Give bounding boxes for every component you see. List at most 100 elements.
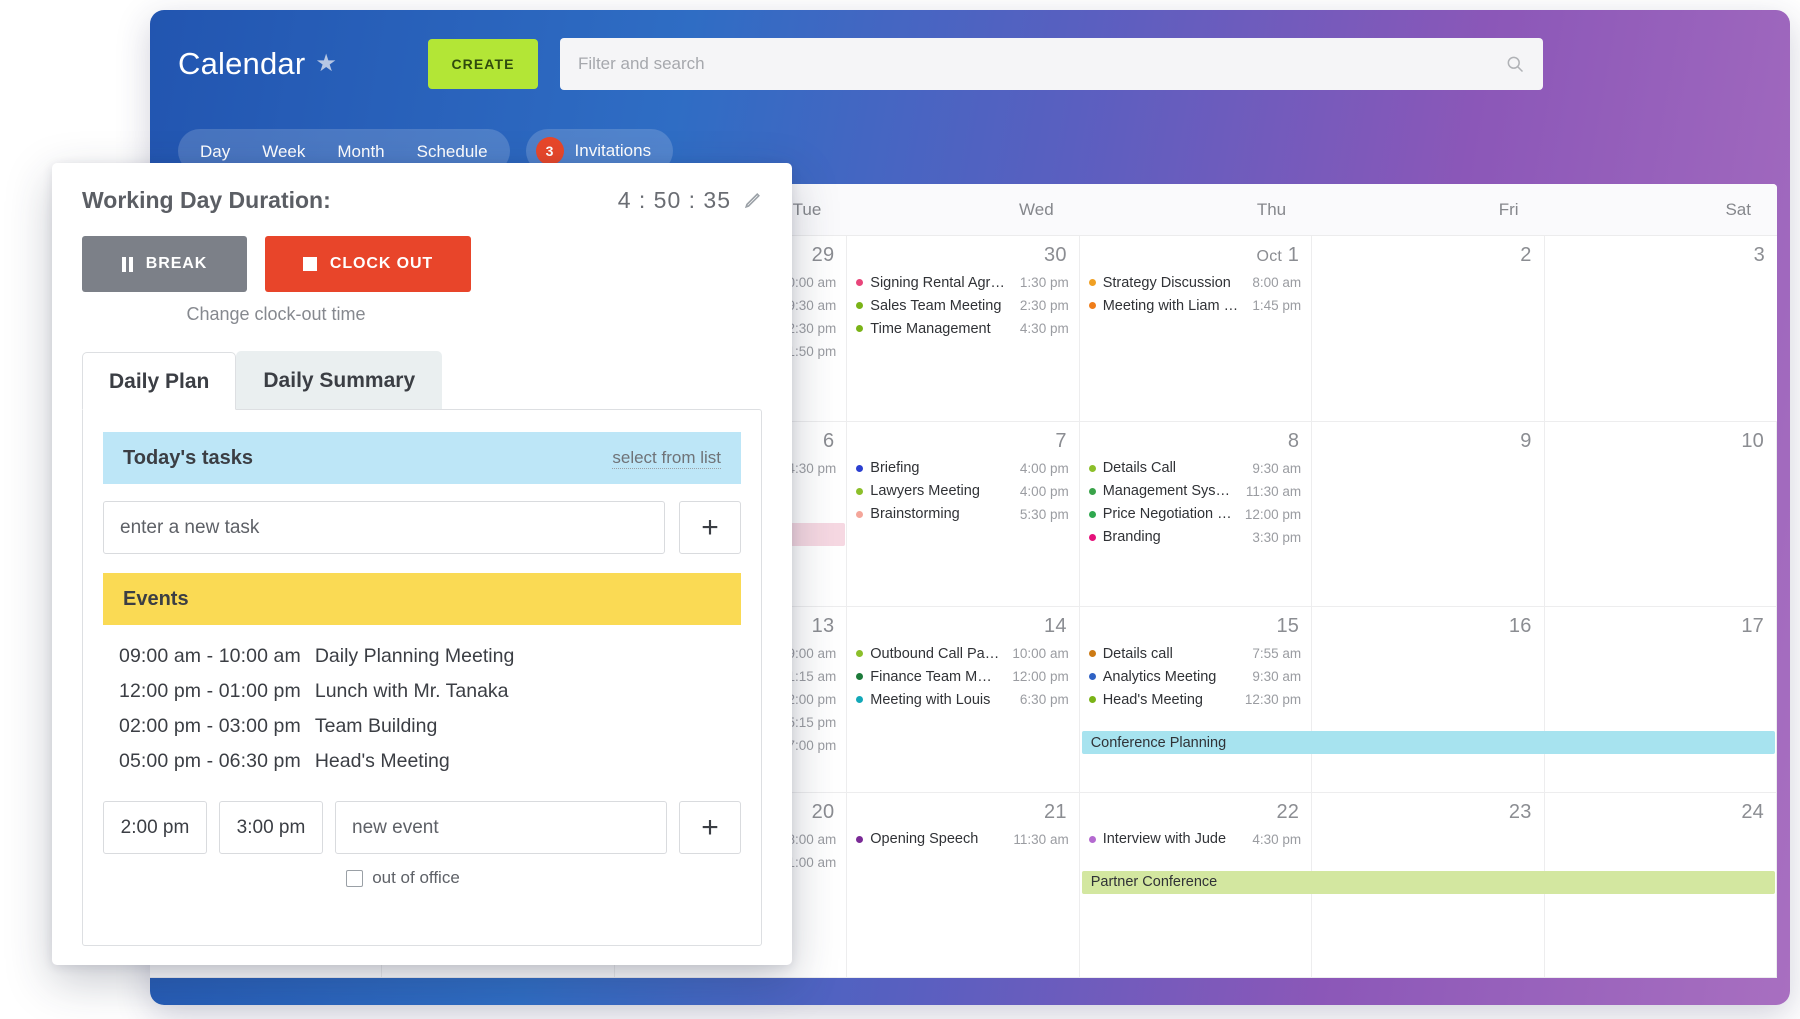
add-task-button[interactable]: + <box>679 501 741 554</box>
event-time: 8:00 am <box>1252 275 1302 290</box>
day-header-fri: Fri <box>1498 199 1519 219</box>
daily-tab-daily-plan[interactable]: Daily Plan <box>82 352 237 410</box>
calendar-day-cell[interactable]: 16 <box>1312 607 1545 792</box>
clock-controls: BREAK CLOCK OUT <box>82 236 762 292</box>
calendar-event[interactable]: Strategy Discussion 8:00 am <box>1080 271 1311 294</box>
event-time: 4:30 pm <box>1252 831 1302 847</box>
create-button[interactable]: CREATE <box>428 39 538 89</box>
calendar-event[interactable]: Details call 7:55 am <box>1080 642 1311 665</box>
calendar-day-cell[interactable]: 7 Briefing 4:00 pm Lawyers Meeting 4:00 pm Br… <box>847 421 1080 606</box>
panel-event-time: 12:00 pm - 01:00 pm <box>119 680 301 702</box>
brand: Calendar ★ <box>178 46 406 82</box>
pencil-icon[interactable] <box>743 191 762 210</box>
calendar-event[interactable]: Sales Team Meeting 2:30 pm <box>847 294 1078 317</box>
add-event-button[interactable]: + <box>679 801 741 854</box>
new-event-start-time[interactable] <box>103 801 207 854</box>
panel-event-row[interactable]: 05:00 pm - 06:30 pm Head's Meeting <box>119 744 737 779</box>
todays-tasks-title: Today's tasks <box>123 446 253 469</box>
select-from-list-link[interactable]: select from list <box>612 447 721 469</box>
new-event-input[interactable] <box>335 801 667 854</box>
events-list: 09:00 am - 10:00 am Daily Planning Meetin… <box>103 625 741 779</box>
panel-event-row[interactable]: 02:00 pm - 03:00 pm Team Building <box>119 709 737 744</box>
day-number: 7 <box>1055 429 1067 452</box>
calendar-event[interactable]: Interview with Jude 4:30 pm <box>1080 828 1311 851</box>
event-title: Meeting with Liam Ortega <box>1102 297 1240 314</box>
clock-out-button-label: CLOCK OUT <box>329 255 434 272</box>
working-day-panel: Working Day Duration: 4 : 50 : 35 BREAK … <box>52 163 792 965</box>
event-time: 4:30 pm <box>787 460 837 476</box>
clock-out-button[interactable]: CLOCK OUT <box>265 236 471 292</box>
event-title: Time Management <box>870 320 991 337</box>
calendar-event[interactable]: Signing Rental Agreement 1:30 pm <box>847 271 1078 294</box>
working-day-header-row: Working Day Duration: 4 : 50 : 35 <box>82 187 762 214</box>
calendar-event[interactable]: Analytics Meeting 9:30 am <box>1080 665 1311 688</box>
calendar-day-cell[interactable]: 30 Signing Rental Agreement 1:30 pm Sales T… <box>847 236 1080 421</box>
panel-event-title: Lunch with Mr. Tanaka <box>314 680 509 702</box>
calendar-day-cell[interactable]: Oct 1 Strategy Discussion 8:00 am Meeting w… <box>1080 236 1313 421</box>
calendar-day-cell[interactable]: 21 Opening Speech 11:30 am <box>847 792 1080 977</box>
calendar-event[interactable]: Briefing 4:00 pm <box>847 457 1078 480</box>
all-day-event-bar[interactable]: Partner Conference <box>1081 870 1775 894</box>
calendar-event[interactable]: Head's Meeting 12:30 pm <box>1080 688 1311 711</box>
calendar-day-cell[interactable]: 24 <box>1545 792 1777 977</box>
events-bar: Events <box>103 573 741 625</box>
calendar-event[interactable]: Time Management 4:30 pm <box>847 317 1078 340</box>
all-day-event-bar[interactable]: Conference Planning <box>1081 731 1775 754</box>
calendar-event[interactable]: Details Call 9:30 am <box>1080 457 1311 480</box>
calendar-day-cell[interactable]: 15 Details call 7:55 am Analytics Meeting 9:… <box>1080 607 1313 792</box>
day-number: 29 <box>811 244 835 266</box>
calendar-day-cell[interactable]: 29Team Building10:00 am9:30 amOutbound C… <box>615 236 848 421</box>
calendar-event[interactable]: Meeting with Louis 6:30 pm <box>847 688 1078 711</box>
event-title: Strategy Discussion <box>1102 274 1231 291</box>
calendar-day-cell[interactable]: 14 Outbound Call Paul Acker 10:00 am Financ… <box>847 607 1080 792</box>
new-task-input[interactable] <box>103 501 665 554</box>
view-tab-week[interactable]: Week <box>262 142 306 161</box>
calendar-event[interactable]: Lawyers Meeting 4:00 pm <box>847 480 1078 503</box>
event-time: 6:30 pm <box>1019 692 1069 707</box>
panel-event-row[interactable]: 12:00 pm - 01:00 pm Lunch with Mr. Tanaka <box>119 674 737 709</box>
calendar-day-cell[interactable]: 8 Details Call 9:30 am Management System: I… <box>1080 421 1313 606</box>
calendar-event[interactable]: Opening Speech 11:30 am <box>847 828 1078 851</box>
calendar-event[interactable]: Meeting with Liam Ortega 1:45 pm <box>1080 294 1311 317</box>
calendar-event[interactable]: Finance Team Meeting 12:00 pm <box>847 665 1078 688</box>
out-of-office-checkbox[interactable] <box>346 869 364 887</box>
calendar-day-cell[interactable]: 20Analytics Meeting8:00 amMarketing Meet… <box>615 792 848 977</box>
star-icon[interactable]: ★ <box>315 50 337 77</box>
calendar-day-cell[interactable]: 9 <box>1312 421 1545 606</box>
event-color-dot <box>1088 302 1096 309</box>
search-icon[interactable] <box>1505 54 1525 74</box>
break-button[interactable]: BREAK <box>82 236 247 292</box>
calendar-event[interactable]: Outbound Call Paul Acker 10:00 am <box>847 642 1078 665</box>
working-day-timer: 4 : 50 : 35 <box>617 187 731 213</box>
calendar-event[interactable]: Management System: Im… 11:30 am <box>1080 480 1311 503</box>
day-number: 6 <box>822 429 835 452</box>
change-clock-out-time-link[interactable]: Change clock-out time <box>186 304 366 324</box>
event-color-dot <box>856 696 864 703</box>
view-tab-day[interactable]: Day <box>200 142 231 161</box>
calendar-day-cell[interactable]: 17 <box>1545 607 1777 792</box>
calendar-event[interactable]: 9:30 am <box>615 294 846 317</box>
event-color-dot <box>1088 650 1096 657</box>
search-input[interactable] <box>560 38 1543 90</box>
invitations-badge: 3 <box>535 137 564 165</box>
todays-tasks-bar: Today's tasks select from list <box>103 432 741 484</box>
view-tab-schedule[interactable]: Schedule <box>416 142 488 161</box>
calendar-day-cell[interactable]: 3 <box>1545 236 1777 421</box>
event-color-dot <box>856 279 864 286</box>
calendar-event[interactable]: Brainstorming 5:30 pm <box>847 503 1078 526</box>
event-time: 5:30 pm <box>1019 506 1069 522</box>
event-time: 9:00 am <box>787 646 837 661</box>
calendar-event[interactable]: Branding 3:30 pm <box>1080 526 1311 549</box>
panel-event-row[interactable]: 09:00 am - 10:00 am Daily Planning Meetin… <box>119 639 737 674</box>
calendar-event[interactable]: Price Negotiation Call 12:00 pm <box>1080 503 1311 526</box>
event-time: 2:00 pm <box>787 692 837 707</box>
calendar-day-cell[interactable]: 2 <box>1312 236 1545 421</box>
view-tab-month[interactable]: Month <box>321 136 400 166</box>
daily-tab-daily-summary[interactable]: Daily Summary <box>236 351 443 409</box>
calendar-day-cell[interactable]: 10 <box>1545 421 1777 606</box>
daily-tabs: Daily Plan Daily Summary <box>52 351 792 410</box>
event-color-dot <box>1088 464 1096 472</box>
new-event-end-time[interactable] <box>219 801 323 854</box>
out-of-office-row: out of office <box>103 868 703 888</box>
day-number: 10 <box>1741 429 1764 452</box>
